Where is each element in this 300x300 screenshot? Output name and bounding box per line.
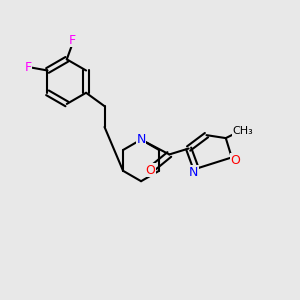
Text: N: N (189, 166, 198, 179)
Text: O: O (145, 164, 155, 177)
Text: F: F (69, 34, 76, 46)
Text: O: O (230, 154, 240, 167)
Text: F: F (25, 61, 32, 74)
Text: CH₃: CH₃ (233, 126, 254, 136)
Text: N: N (136, 133, 146, 146)
